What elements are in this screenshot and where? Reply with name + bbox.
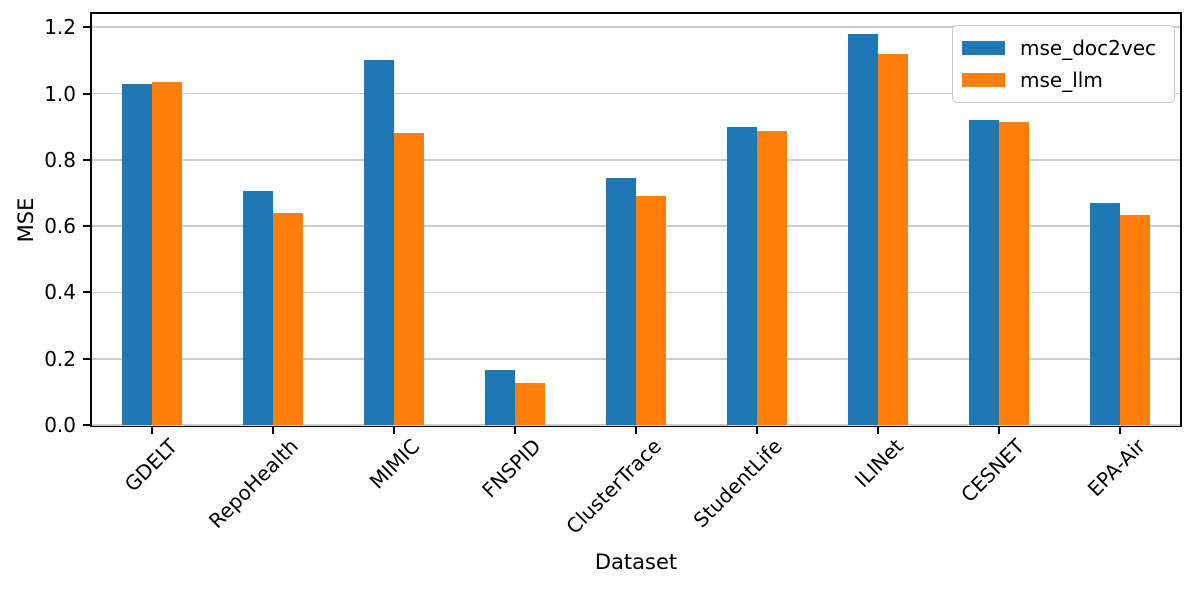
bar-EPA-Air-mse_llm — [1119, 214, 1150, 425]
legend-item-mse_llm: mse_llm — [962, 66, 1156, 94]
y-tick-label-0.0: 0.0 — [44, 413, 76, 437]
bar-GDELT-mse_doc2vec — [122, 83, 153, 425]
legend: mse_doc2vec mse_llm — [952, 25, 1175, 103]
y-tick-mark-0.4 — [83, 291, 90, 294]
legend-swatch-mse_doc2vec — [962, 41, 1005, 55]
y-tick-label-0.4: 0.4 — [44, 280, 76, 305]
bar-GDELT-mse_llm — [152, 81, 183, 425]
x-tick-label-GDELT: GDELT — [120, 434, 183, 497]
x-tick-label-EPA-Air: EPA-Air — [1082, 434, 1150, 502]
y-tick-mark-0.2 — [83, 357, 90, 360]
x-tick-label-RepoHealth: RepoHealth — [204, 434, 304, 533]
legend-item-mse_doc2vec: mse_doc2vec — [962, 34, 1156, 62]
x-tick-label-StudentLife: StudentLife — [688, 434, 787, 533]
legend-label-mse_doc2vec: mse_doc2vec — [1020, 36, 1156, 60]
bar-FNSPID-mse_llm — [515, 382, 546, 425]
bar-ClusterTrace-mse_llm — [636, 195, 666, 425]
x-tick-mark-StudentLife — [755, 427, 758, 434]
bar-EPA-Air-mse_doc2vec — [1089, 202, 1120, 425]
x-tick-mark-ClusterTrace — [635, 427, 637, 434]
x-tick-mark-MIMIC — [393, 427, 396, 434]
x-tick-mark-CESNET — [997, 427, 1000, 434]
bar-FNSPID-mse_doc2vec — [485, 370, 516, 425]
x-tick-mark-GDELT — [151, 427, 154, 434]
y-tick-label-0.8: 0.8 — [44, 147, 76, 172]
x-tick-mark-RepoHealth — [272, 427, 275, 434]
x-tick-label-ILINet: ILINet — [849, 434, 908, 493]
bar-ClusterTrace-mse_doc2vec — [606, 178, 636, 425]
x-tick-label-ClusterTrace: ClusterTrace — [561, 434, 666, 539]
bar-ILINet-mse_doc2vec — [847, 33, 878, 425]
x-tick-label-CESNET: CESNET — [955, 434, 1029, 507]
plot-area: mse_doc2vec mse_llm — [90, 12, 1182, 427]
x-tick-label-FNSPID: FNSPID — [476, 434, 546, 503]
x-tick-mark-FNSPID — [514, 427, 517, 434]
bar-MIMIC-mse_llm — [394, 133, 425, 425]
y-tick-label-1.0: 1.0 — [44, 81, 76, 106]
y-tick-mark-1.0 — [83, 92, 90, 95]
gridline-y-1.2 — [92, 26, 1180, 29]
x-tick-label-MIMIC: MIMIC — [364, 434, 425, 494]
bar-StudentLife-mse_llm — [756, 131, 787, 425]
bar-CESNET-mse_llm — [998, 122, 1029, 425]
gridline-y-1.0 — [92, 92, 1180, 95]
bar-RepoHealth-mse_llm — [273, 212, 304, 425]
legend-label-mse_llm: mse_llm — [1020, 68, 1103, 92]
bar-CESNET-mse_doc2vec — [968, 120, 999, 425]
y-tick-mark-0.0 — [83, 424, 90, 426]
x-tick-mark-ILINet — [876, 427, 879, 434]
y-tick-label-0.6: 0.6 — [44, 214, 76, 239]
bar-StudentLife-mse_doc2vec — [726, 126, 757, 425]
y-tick-mark-1.2 — [83, 26, 90, 29]
x-tick-mark-EPA-Air — [1118, 427, 1121, 434]
y-tick-label-0.2: 0.2 — [44, 346, 76, 371]
x-axis-label: Dataset — [594, 550, 678, 574]
gridline-y-0.8 — [92, 159, 1180, 161]
legend-swatch-mse_llm — [962, 73, 1005, 87]
y-tick-mark-0.8 — [83, 158, 90, 161]
bar-MIMIC-mse_doc2vec — [364, 60, 395, 425]
bar-RepoHealth-mse_doc2vec — [243, 191, 274, 425]
bar-ILINet-mse_llm — [877, 53, 908, 425]
gridline-y-0.0 — [92, 424, 1180, 426]
y-tick-label-1.2: 1.2 — [44, 15, 76, 40]
y-tick-mark-0.6 — [83, 225, 90, 228]
